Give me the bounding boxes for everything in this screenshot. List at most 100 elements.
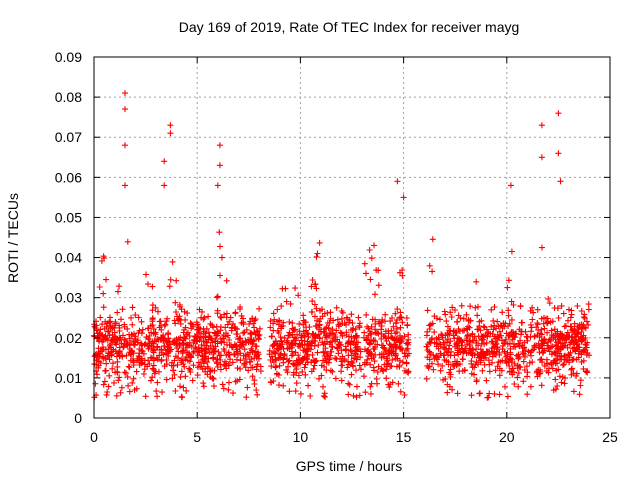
data-point: [295, 361, 301, 368]
data-point: [213, 294, 220, 301]
peak-point: [557, 178, 564, 185]
data-point: [392, 343, 399, 350]
data-point: [136, 353, 143, 360]
data-point: [523, 363, 530, 370]
data-point: [554, 330, 561, 337]
data-point: [494, 337, 501, 343]
data-point: [385, 381, 392, 388]
data-point: [524, 337, 531, 344]
data-point: [385, 350, 392, 357]
data-point: [116, 328, 123, 334]
data-point: [188, 325, 195, 332]
data-point: [393, 363, 400, 370]
data-point: [364, 356, 371, 363]
data-point: [362, 389, 369, 396]
data-point: [354, 383, 360, 390]
data-point: [508, 298, 515, 305]
data-point: [234, 326, 241, 333]
data-point: [449, 304, 456, 311]
data-point: [126, 364, 133, 371]
data-point: [198, 363, 205, 370]
data-point: [580, 314, 587, 321]
peak-point: [394, 178, 401, 185]
data-point: [481, 324, 488, 331]
data-point: [536, 333, 543, 340]
data-point: [165, 330, 172, 336]
data-point: [519, 349, 526, 355]
data-point: [437, 367, 444, 374]
data-point: [405, 339, 412, 346]
data-point: [555, 345, 562, 352]
data-point: [179, 394, 186, 401]
data-point: [332, 375, 339, 382]
data-point: [161, 343, 168, 350]
data-point: [220, 346, 227, 353]
data-point: [569, 365, 575, 372]
data-point: [270, 327, 277, 334]
data-point: [150, 348, 157, 355]
data-point: [348, 352, 355, 359]
data-point: [507, 349, 514, 356]
data-point: [383, 338, 390, 344]
data-point: [139, 348, 146, 355]
data-point: [396, 315, 403, 322]
data-point: [131, 342, 138, 349]
data-point: [534, 320, 541, 326]
data-point: [471, 364, 478, 371]
data-point: [208, 335, 215, 342]
data-point: [429, 268, 436, 275]
data-point: [295, 292, 302, 299]
data-point: [485, 330, 492, 337]
data-point: [561, 323, 568, 330]
data-point: [289, 325, 296, 332]
data-point: [478, 349, 485, 356]
data-point: [188, 343, 195, 350]
data-point: [517, 303, 524, 310]
data-point: [296, 340, 303, 347]
data-point: [234, 377, 241, 384]
x-tick-label: 25: [602, 429, 618, 445]
data-point: [242, 364, 249, 371]
data-point: [435, 361, 442, 368]
x-tick-label: 0: [90, 429, 98, 445]
data-point: [345, 391, 352, 398]
data-point: [129, 379, 136, 386]
data-point: [366, 340, 373, 347]
data-point: [541, 325, 548, 332]
data-point: [133, 368, 140, 375]
data-point: [482, 352, 489, 359]
data-point: [140, 350, 147, 357]
data-point: [335, 321, 342, 328]
data-point: [138, 347, 145, 354]
data-point: [272, 364, 279, 371]
data-point: [243, 394, 250, 401]
data-point: [514, 374, 521, 381]
data-point: [473, 358, 480, 365]
data-point: [326, 333, 332, 340]
data-point: [345, 358, 351, 365]
data-point: [404, 368, 410, 375]
data-point: [549, 365, 556, 372]
data-point: [311, 301, 318, 308]
data-point: [281, 335, 288, 342]
data-point: [505, 277, 512, 284]
data-point: [496, 349, 503, 356]
data-point: [383, 363, 390, 370]
data-point: [575, 350, 582, 357]
data-point: [509, 336, 516, 343]
data-point: [397, 388, 404, 395]
data-point: [184, 310, 191, 317]
data-point: [438, 331, 445, 338]
data-point: [153, 388, 160, 395]
data-point: [130, 375, 137, 382]
data-point: [303, 347, 310, 354]
data-point: [429, 360, 435, 367]
data-point: [390, 323, 397, 330]
data-point: [329, 338, 336, 345]
data-point: [344, 315, 351, 322]
data-point: [513, 330, 520, 337]
data-point: [403, 315, 410, 321]
data-point: [560, 361, 567, 368]
data-point: [154, 344, 161, 351]
